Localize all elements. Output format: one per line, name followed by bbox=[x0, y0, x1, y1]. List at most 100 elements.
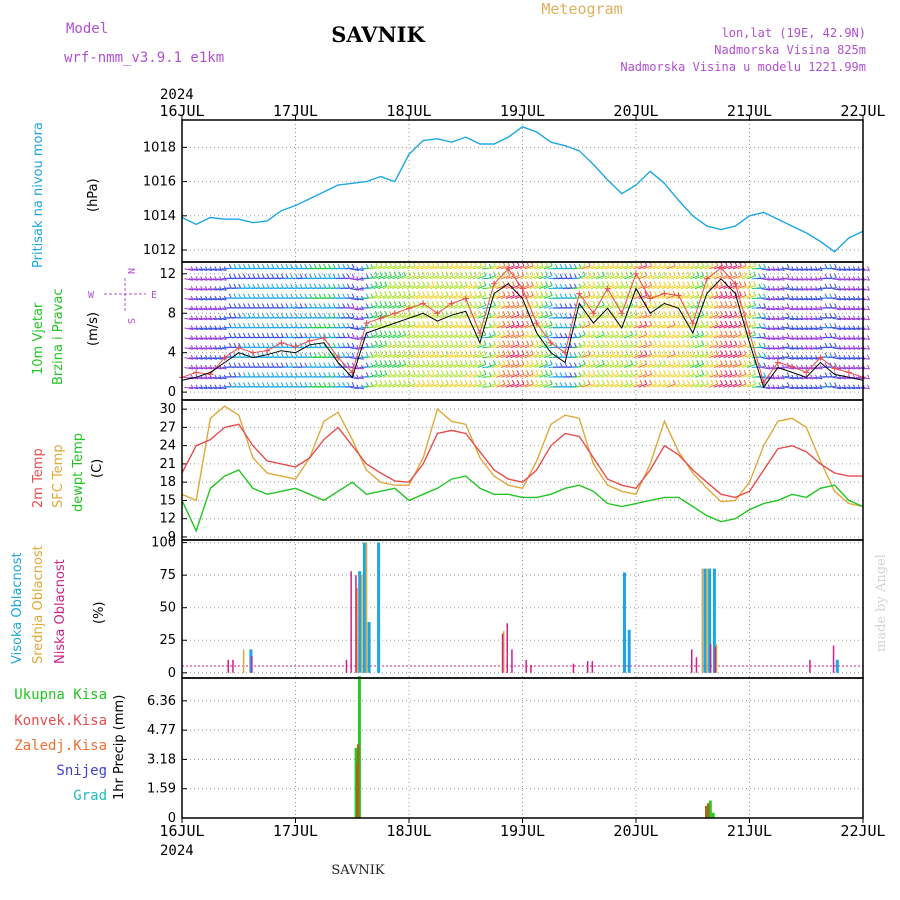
wind-barb-flag bbox=[318, 352, 322, 358]
wind-barb bbox=[652, 314, 662, 319]
wind-barb-flag bbox=[549, 330, 553, 336]
wind-barb-flag bbox=[483, 291, 487, 296]
wind-barb-flag bbox=[252, 293, 256, 298]
wind-barb-flag bbox=[653, 340, 657, 345]
wind-barb-flag bbox=[710, 301, 714, 306]
wind-barb bbox=[212, 357, 222, 360]
wind-barb bbox=[789, 317, 799, 321]
wind-barb-flag bbox=[459, 301, 463, 306]
wind-barb bbox=[453, 363, 463, 368]
wind-barb-flag bbox=[644, 379, 648, 385]
wind-barb-flag bbox=[625, 281, 629, 286]
wind-barb-flag bbox=[294, 283, 298, 289]
wind-barb bbox=[638, 275, 647, 280]
wind-barb-flag bbox=[824, 323, 828, 328]
wind-barb-flag bbox=[653, 350, 657, 355]
wind-barb-flag bbox=[786, 293, 790, 298]
wind-barb-flag bbox=[564, 283, 568, 289]
wind-barb bbox=[794, 327, 804, 331]
wind-barb bbox=[808, 298, 818, 301]
wind-barb bbox=[581, 265, 591, 270]
wind-barb bbox=[690, 363, 699, 368]
wind-barb-flag bbox=[677, 370, 681, 375]
x-tick-label-bottom: 20JUL bbox=[613, 822, 658, 840]
wind-barb bbox=[836, 386, 846, 390]
y-tick-label: 12 bbox=[159, 267, 176, 282]
wind-barb-flag bbox=[748, 271, 752, 276]
y-tick-label: 4 bbox=[168, 346, 176, 361]
wind-barb-flag bbox=[261, 372, 265, 377]
wind-barb bbox=[387, 304, 397, 309]
wind-barb-flag bbox=[597, 320, 600, 326]
wind-barb bbox=[581, 314, 591, 319]
wind-barb-flag bbox=[705, 281, 709, 286]
wind-barb-flag bbox=[535, 370, 539, 375]
wind-barb-flag bbox=[285, 303, 289, 308]
wind-barb bbox=[458, 354, 468, 359]
wind-barb bbox=[501, 334, 510, 339]
wind-barb bbox=[505, 285, 515, 290]
wind-barb-flag bbox=[592, 291, 596, 296]
wind-barb bbox=[770, 367, 780, 370]
wind-barb bbox=[671, 285, 681, 290]
cloud-bar-high bbox=[623, 572, 626, 673]
wind-barb bbox=[766, 357, 775, 360]
wind-barb-flag bbox=[555, 382, 558, 387]
wind-barb bbox=[198, 357, 208, 360]
wind-barb-flag bbox=[261, 323, 265, 328]
wind-barb bbox=[420, 373, 430, 378]
wind-barb bbox=[794, 288, 804, 291]
wind-barb bbox=[501, 383, 510, 388]
credit-watermark: made by Angel bbox=[874, 554, 889, 652]
wind-barb bbox=[756, 326, 766, 329]
wind-barb bbox=[510, 334, 520, 339]
wind-barb bbox=[420, 275, 430, 280]
wind-barb bbox=[600, 334, 610, 339]
wind-barb-flag bbox=[516, 330, 520, 336]
wind-barb bbox=[193, 367, 203, 370]
wind-barb bbox=[799, 327, 809, 331]
wind-barb-flag bbox=[299, 263, 303, 269]
wind-barb-flag bbox=[611, 291, 615, 296]
wind-barb-flag bbox=[639, 271, 643, 276]
wind-barb-flag bbox=[545, 379, 548, 385]
wind-barb-flag bbox=[696, 370, 700, 375]
wind-barb bbox=[718, 294, 728, 299]
wind-barb bbox=[467, 314, 477, 319]
wind-barb bbox=[699, 334, 709, 339]
wind-barb bbox=[472, 294, 482, 299]
wind-barb-flag bbox=[436, 360, 440, 365]
wind-barb bbox=[463, 363, 472, 368]
wind-barb bbox=[846, 317, 856, 321]
wind-barb bbox=[382, 383, 392, 388]
wind-barb bbox=[780, 297, 790, 299]
wind-barb bbox=[713, 324, 723, 329]
wind-barb-flag bbox=[611, 271, 615, 276]
wind-barb bbox=[368, 354, 378, 359]
wind-barb-flag bbox=[233, 382, 237, 387]
wind-barb bbox=[368, 373, 378, 378]
wind-barb bbox=[836, 298, 846, 301]
wind-barb bbox=[430, 285, 439, 290]
wind-barb bbox=[349, 327, 359, 331]
wind-barb bbox=[345, 277, 355, 280]
wind-barb-flag bbox=[261, 293, 265, 298]
wind-barb bbox=[349, 376, 359, 380]
wind-barb-flag bbox=[526, 320, 530, 326]
wind-barb-flag bbox=[299, 313, 303, 318]
wind-barb bbox=[851, 317, 861, 321]
wind-barb bbox=[595, 344, 605, 349]
wind-barb-flag bbox=[668, 340, 671, 345]
precip-bar-conv bbox=[706, 803, 710, 818]
wind-barb-flag bbox=[668, 301, 671, 306]
wind-barb bbox=[491, 324, 501, 329]
wind-barb bbox=[647, 314, 657, 319]
wind-barb-flag bbox=[271, 332, 275, 338]
wind-barb bbox=[680, 354, 690, 359]
wind-barb-flag bbox=[323, 332, 327, 338]
wind-barb-flag bbox=[257, 372, 260, 377]
wind-barb bbox=[657, 314, 666, 319]
wind-barb bbox=[728, 324, 737, 329]
wind-barb bbox=[841, 376, 851, 380]
wind-barb-flag bbox=[701, 379, 705, 385]
